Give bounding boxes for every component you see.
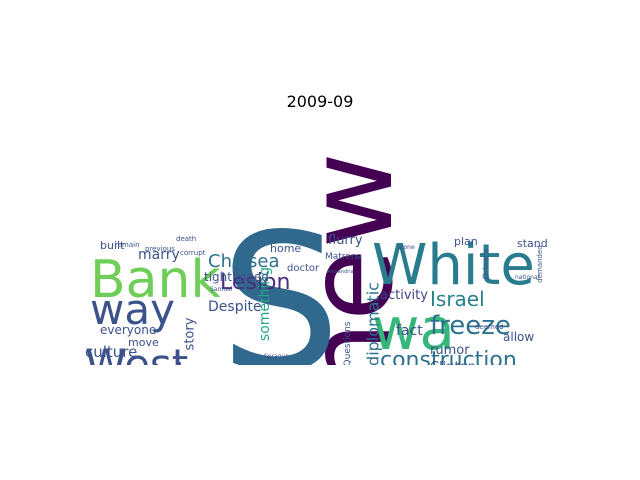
word-say: say — [370, 350, 470, 365]
word-death: death — [176, 235, 196, 243]
word-move: move — [128, 336, 159, 349]
word-questions: Questions — [343, 321, 353, 365]
word-approve: approve — [204, 361, 249, 365]
word-previous: previous — [145, 245, 175, 253]
word-stand: stand — [517, 237, 548, 250]
word-plan: plan — [454, 235, 478, 248]
word-stone: stone — [398, 244, 415, 251]
word-wa: wa — [372, 295, 455, 363]
word-doctor: doctor — [287, 263, 320, 274]
word-way: way — [90, 285, 175, 334]
word-demanded: demanded — [536, 245, 544, 283]
word-son: son — [458, 363, 507, 365]
word-new: new — [281, 152, 419, 365]
word-samuel: Samuel — [210, 286, 233, 293]
word-israel: Israel — [430, 287, 485, 311]
word-sprague: Sprague — [264, 353, 289, 360]
word-tightlipped: tightlipped — [204, 270, 269, 284]
word-story: story — [183, 317, 198, 350]
word-alexandria: Alexandria — [327, 269, 354, 275]
word-marry: marry — [138, 247, 180, 263]
word-despite: Despite — [208, 299, 262, 315]
word-construction: construction — [380, 348, 517, 365]
word-s: S — [220, 193, 341, 365]
word-bank: Bank — [90, 250, 221, 310]
word-don: don — [172, 359, 202, 365]
word-deemed: deemed — [475, 323, 504, 331]
word-built: built — [100, 239, 125, 252]
word-cloud: newSHouseJordansaywaWhiteBankwayWestcons… — [80, 119, 570, 365]
word-something: something — [257, 267, 273, 341]
word-flurry: flurry — [328, 233, 363, 248]
word-freeze: freeze — [430, 311, 511, 341]
chart-title: 2009-09 — [286, 92, 354, 111]
word-fact: fact — [396, 323, 423, 339]
word-clinton: Clinton — [430, 360, 476, 365]
word-white: White — [372, 233, 535, 298]
word-allow: allow — [503, 330, 534, 344]
word-everyone: everyone — [100, 323, 156, 337]
word-lesion: Lesion — [220, 270, 290, 295]
word-matrena: Matrena — [325, 252, 362, 262]
word-culture: culture — [85, 343, 137, 361]
word-cloud-canvas: newSHouseJordansaywaWhiteBankwayWestcons… — [85, 152, 548, 365]
word-rumor: rumor — [430, 343, 470, 358]
word-national: national — [515, 274, 540, 281]
word-orleans: Orleans — [482, 249, 491, 280]
word-home: home — [270, 242, 301, 255]
word-remain: remain — [115, 241, 140, 249]
word-activity: activity — [380, 288, 428, 303]
word-west: West — [85, 340, 188, 365]
word-diplomatic: diplomatic — [364, 282, 383, 365]
word-chelsea: Chelsea — [208, 251, 280, 272]
word-corrupt: corrupt — [180, 249, 206, 257]
